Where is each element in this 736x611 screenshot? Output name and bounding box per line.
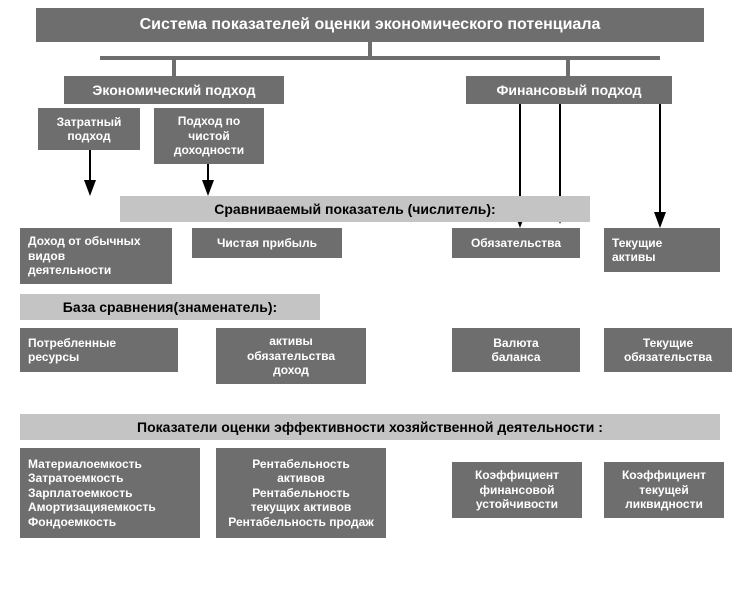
numerator-3-label: Обязательства [471, 236, 561, 250]
efficiency-header: Показатели оценки эффективности хозяйств… [20, 414, 720, 440]
efficiency-1-box: Материалоемкость Затратоемкость Зарплато… [20, 448, 200, 538]
denominator-2-label: активы обязательства доход [247, 334, 335, 377]
efficiency-2-box: Рентабельность активов Рентабельность те… [216, 448, 386, 538]
efficiency-4-label: Коэффициент текущей ликвидности [622, 468, 706, 511]
economic-approach-box: Экономический подход [64, 76, 284, 104]
efficiency-1-label: Материалоемкость Затратоемкость Зарплато… [28, 457, 156, 529]
denominator-3-box: Валюта баланса [452, 328, 580, 372]
financial-approach-box: Финансовый подход [466, 76, 672, 104]
numerator-3-box: Обязательства [452, 228, 580, 258]
numerator-1-box: Доход от обычных видов деятельности [20, 228, 172, 284]
denominator-4-label: Текущие обязательства [624, 336, 712, 365]
denominator-3-label: Валюта баланса [491, 336, 540, 365]
efficiency-3-label: Коэффициент финансовой устойчивости [475, 468, 559, 511]
denominator-2-box: активы обязательства доход [216, 328, 366, 384]
numerator-2-box: Чистая прибыль [192, 228, 342, 258]
numerator-4-box: Текущие активы [604, 228, 720, 272]
denominator-1-box: Потребленные ресурсы [20, 328, 178, 372]
numerator-4-label: Текущие активы [612, 236, 662, 265]
denominator-1-label: Потребленные ресурсы [28, 336, 116, 365]
economic-approach-label: Экономический подход [92, 82, 255, 99]
numerator-2-label: Чистая прибыль [217, 236, 317, 250]
numerator-header-label: Сравниваемый показатель (числитель): [214, 201, 495, 218]
efficiency-2-label: Рентабельность активов Рентабельность те… [228, 457, 374, 529]
numerator-1-label: Доход от обычных видов деятельности [28, 234, 141, 277]
denominator-header: База сравнения(знаменатель): [20, 294, 320, 320]
numerator-header: Сравниваемый показатель (числитель): [120, 196, 590, 222]
title-box: Система показателей оценки экономическог… [36, 8, 704, 42]
denominator-header-label: База сравнения(знаменатель): [63, 299, 277, 316]
efficiency-4-box: Коэффициент текущей ликвидности [604, 462, 724, 518]
net-return-approach-box: Подход по чистой доходности [154, 108, 264, 164]
financial-approach-label: Финансовый подход [496, 82, 641, 99]
cost-approach-box: Затратный подход [38, 108, 140, 150]
efficiency-3-box: Коэффициент финансовой устойчивости [452, 462, 582, 518]
cost-approach-label: Затратный подход [57, 115, 122, 144]
title-text: Система показателей оценки экономическог… [140, 15, 601, 34]
denominator-4-box: Текущие обязательства [604, 328, 732, 372]
efficiency-header-label: Показатели оценки эффективности хозяйств… [137, 419, 603, 436]
net-return-approach-label: Подход по чистой доходности [174, 114, 244, 157]
